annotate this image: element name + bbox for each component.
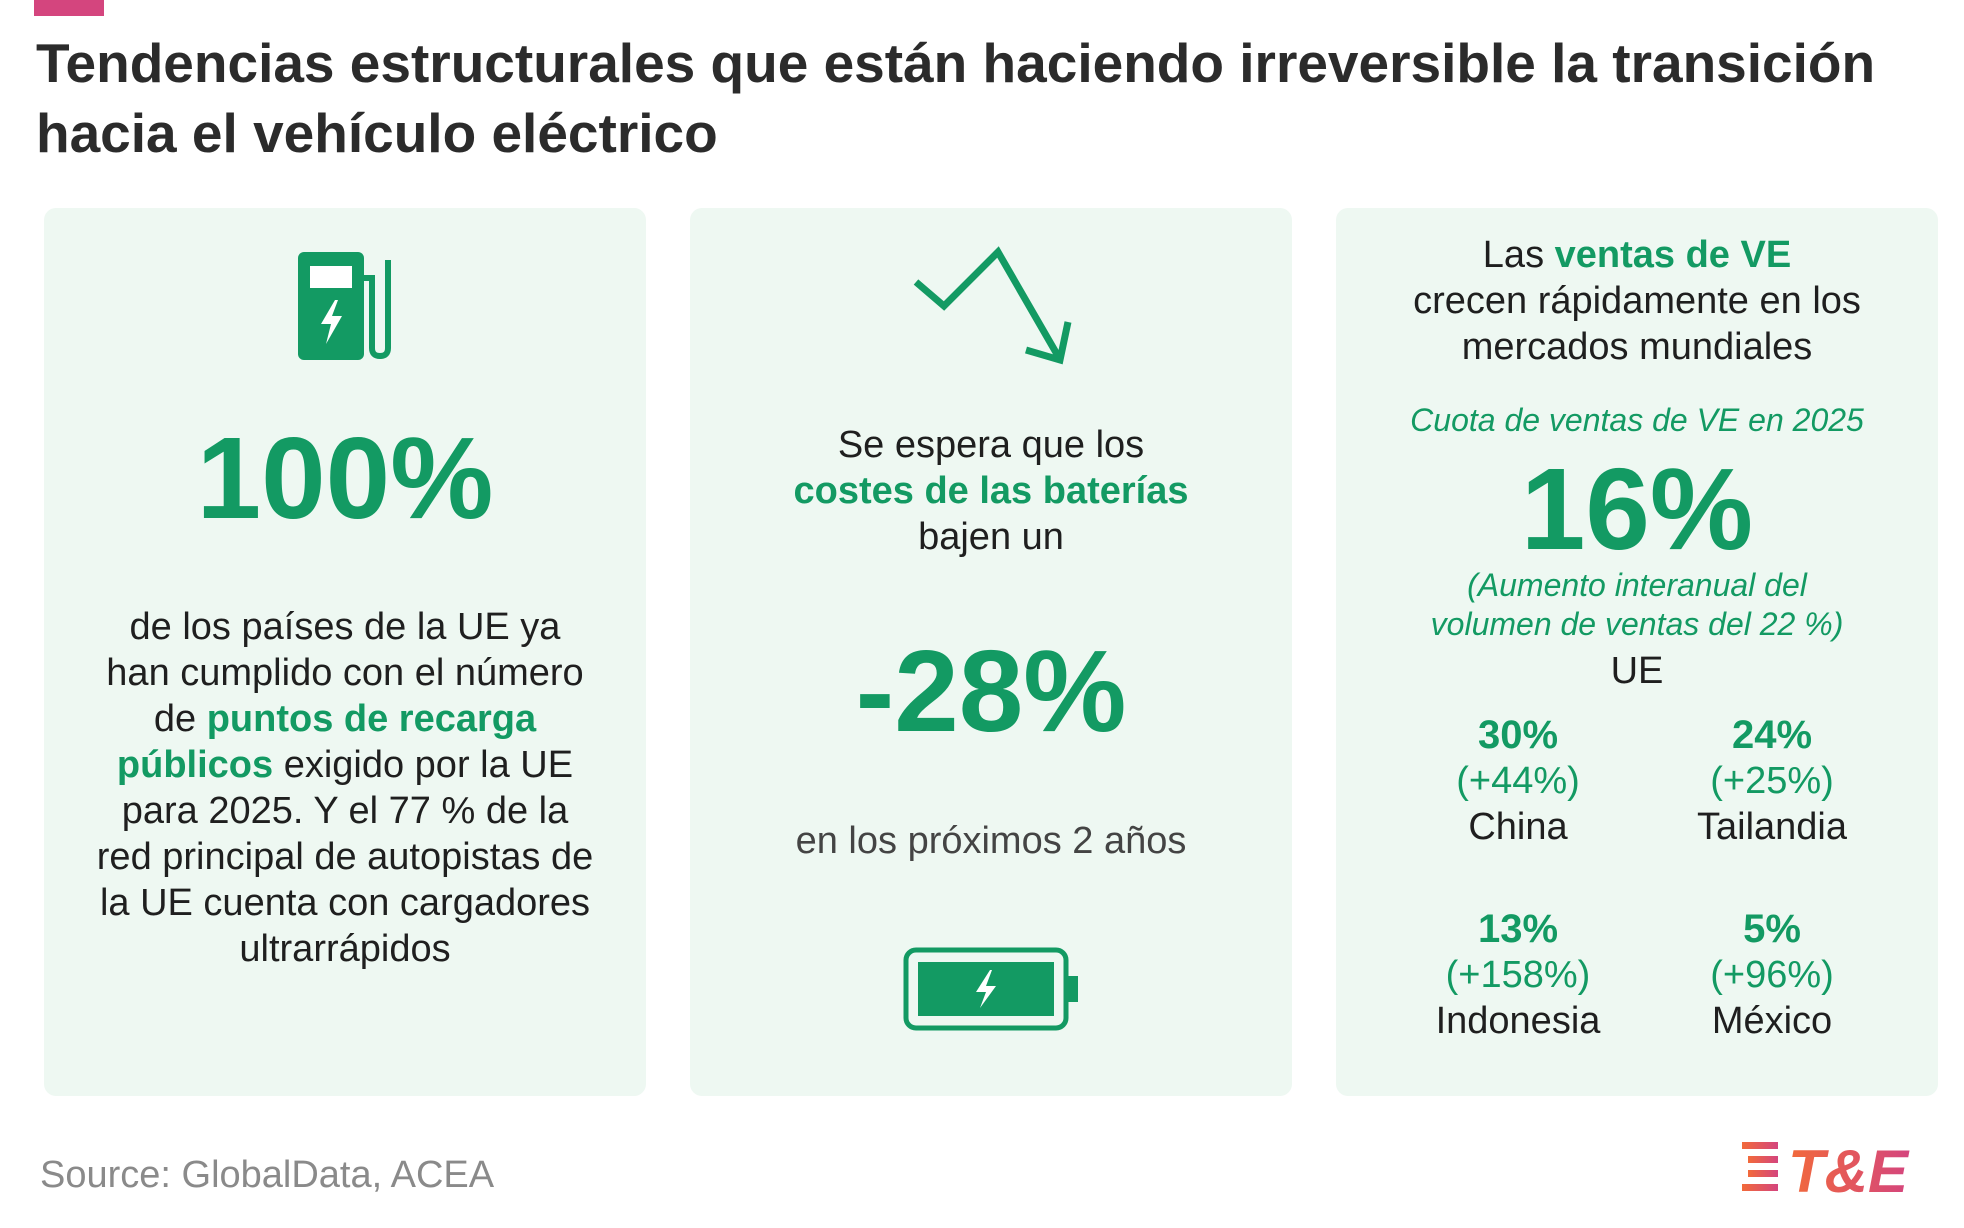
charging-description: de los países de la UE ya han cumplido c… — [94, 604, 596, 972]
sales-note-line-1: (Aumento interanual del — [1467, 567, 1807, 603]
page-title: Tendencias estructurales que están hacie… — [36, 28, 1936, 168]
charging-text-highlight: puntos de recarga públicos — [116, 698, 537, 786]
sales-head-highlight: ventas de VE — [1554, 234, 1792, 276]
market-country: Tailandia — [1697, 806, 1847, 848]
title-line-1: Tendencias estructurales que están hacie… — [36, 32, 1876, 94]
charging-text-a: de los países de la UE ya han cumplido c… — [106, 606, 584, 740]
market-change: (+25%) — [1710, 760, 1834, 802]
battery-intro-a: Se espera que los — [837, 424, 1145, 466]
te-logo: T&E — [1742, 1138, 1910, 1202]
card-charging-points: 100% de los países de la UE ya han cumpl… — [44, 208, 646, 1096]
market-pct: 30% — [1477, 713, 1559, 757]
market-pct: 13% — [1477, 907, 1559, 951]
charging-text-b: exigido por la UE para 2025. Y el 77 % d… — [96, 744, 594, 970]
accent-bar — [34, 0, 104, 16]
sales-head-b: crecen rápidamente en los — [1413, 280, 1861, 322]
battery-big-value: -28% — [855, 626, 1127, 756]
sales-region: UE — [1610, 650, 1664, 692]
market-country: China — [1468, 806, 1568, 848]
card-battery-costs: Se espera que los costes de las baterías… — [690, 208, 1292, 1096]
market-pct: 5% — [1743, 907, 1801, 951]
market-cell: 13% (+158%) Indonesia — [1388, 906, 1648, 1044]
market-country: México — [1711, 1000, 1833, 1042]
sales-heading: Las ventas de VE crecen rápidamente en l… — [1336, 232, 1938, 370]
sales-note: (Aumento interanual del volumen de venta… — [1336, 566, 1938, 644]
source-note: Source: GlobalData, ACEA — [40, 1154, 495, 1196]
sales-head-a: Las — [1482, 234, 1555, 276]
sales-note-line-2: volumen de ventas del 22 %) — [1430, 606, 1844, 642]
ev-charger-icon — [298, 252, 391, 360]
market-cell: 30% (+44%) China — [1388, 712, 1648, 850]
charging-big-value: 100% — [196, 413, 494, 543]
market-change: (+96%) — [1710, 954, 1834, 996]
sales-subtitle: Cuota de ventas de VE en 2025 — [1410, 402, 1864, 438]
battery-intro-highlight: costes de las baterías — [793, 470, 1189, 512]
market-cell: 5% (+96%) México — [1642, 906, 1902, 1044]
title-line-2: hacia el vehículo eléctrico — [36, 102, 718, 164]
market-pct: 24% — [1731, 713, 1813, 757]
sales-big-value: 16% — [1520, 444, 1754, 574]
market-change: (+158%) — [1445, 954, 1591, 996]
sales-head-c: mercados mundiales — [1461, 326, 1813, 368]
battery-intro: Se espera que los costes de las baterías… — [690, 422, 1292, 560]
battery-intro-b: bajen un — [918, 516, 1064, 558]
te-logo-text: T&E — [1788, 1138, 1910, 1202]
market-change: (+44%) — [1456, 760, 1580, 802]
card-ev-sales: Las ventas de VE crecen rápidamente en l… — [1336, 208, 1938, 1096]
battery-charging-icon — [903, 947, 1078, 1031]
market-cell: 24% (+25%) Tailandia — [1642, 712, 1902, 850]
battery-footer: en los próximos 2 años — [795, 820, 1187, 862]
trend-down-arrow-icon — [913, 246, 1072, 365]
market-country: Indonesia — [1435, 1000, 1601, 1042]
